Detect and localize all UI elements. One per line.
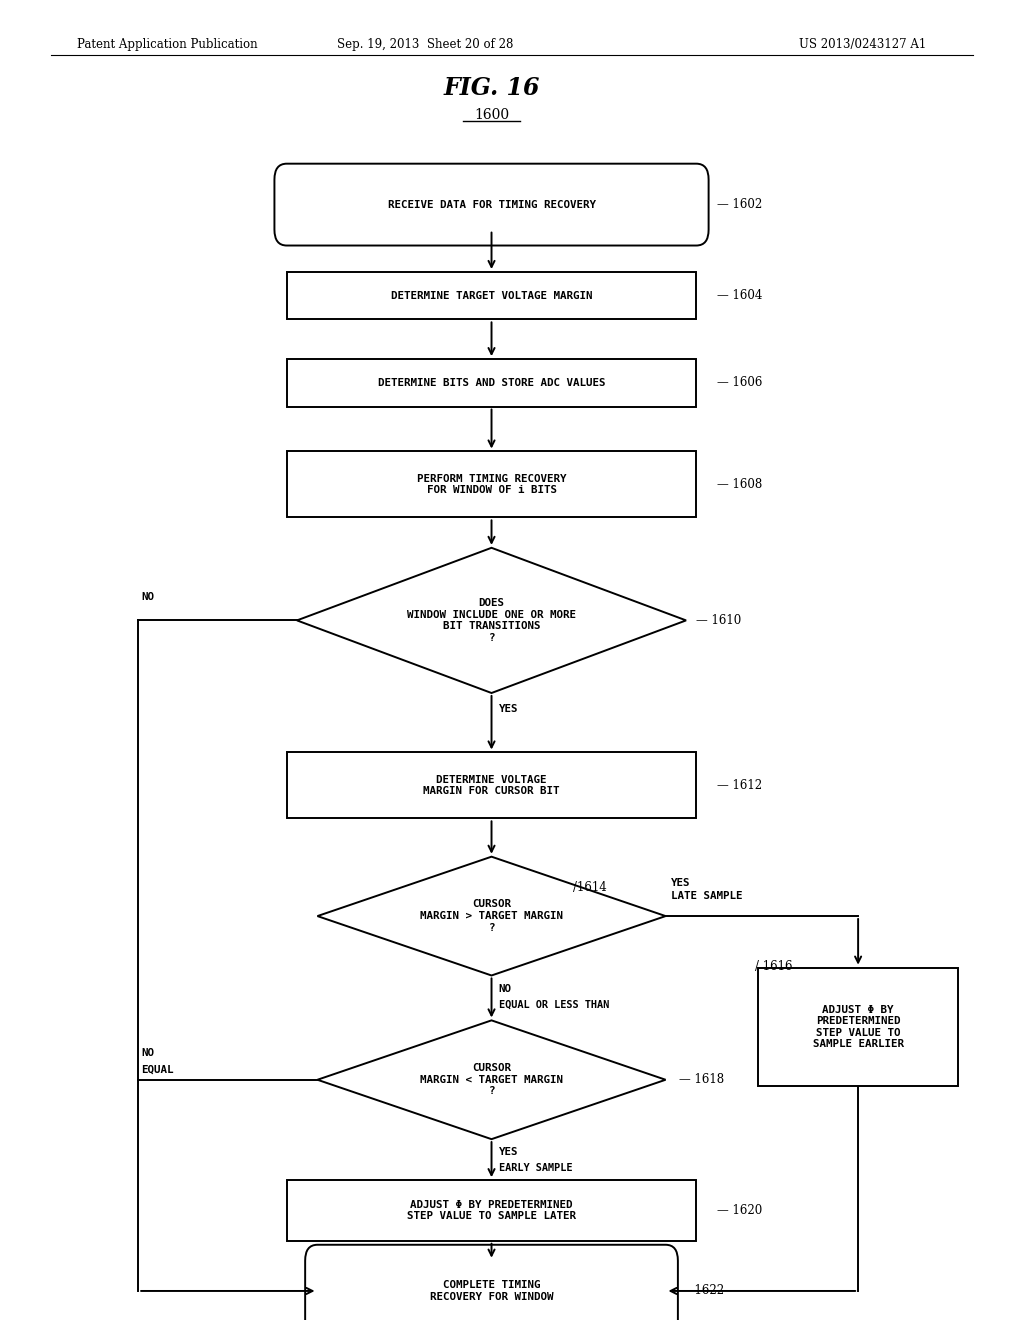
Text: EARLY SAMPLE: EARLY SAMPLE xyxy=(499,1163,572,1173)
Text: FIG. 16: FIG. 16 xyxy=(443,77,540,100)
Text: DETERMINE BITS AND STORE ADC VALUES: DETERMINE BITS AND STORE ADC VALUES xyxy=(378,378,605,388)
Text: DOES
WINDOW INCLUDE ONE OR MORE
BIT TRANSITIONS
?: DOES WINDOW INCLUDE ONE OR MORE BIT TRAN… xyxy=(407,598,577,643)
Text: /1614: /1614 xyxy=(573,880,607,894)
Polygon shape xyxy=(297,548,686,693)
Text: NO: NO xyxy=(499,983,512,994)
Text: / 1616: / 1616 xyxy=(755,960,793,973)
Polygon shape xyxy=(317,1020,666,1139)
Text: — 1620: — 1620 xyxy=(717,1204,762,1217)
Text: YES: YES xyxy=(499,1147,518,1158)
Text: — 1602: — 1602 xyxy=(717,198,762,211)
Text: US 2013/0243127 A1: US 2013/0243127 A1 xyxy=(799,38,926,51)
Text: NO: NO xyxy=(141,591,155,602)
Bar xyxy=(287,272,696,319)
Text: CURSOR
MARGIN > TARGET MARGIN
?: CURSOR MARGIN > TARGET MARGIN ? xyxy=(420,899,563,933)
Text: 1600: 1600 xyxy=(474,108,509,121)
Text: — 1622: — 1622 xyxy=(679,1284,724,1298)
Text: NO: NO xyxy=(141,1048,155,1059)
Text: DETERMINE VOLTAGE
MARGIN FOR CURSOR BIT: DETERMINE VOLTAGE MARGIN FOR CURSOR BIT xyxy=(423,775,560,796)
FancyBboxPatch shape xyxy=(274,164,709,246)
Text: — 1612: — 1612 xyxy=(717,779,762,792)
Polygon shape xyxy=(317,857,666,975)
Text: ADJUST Φ BY
PREDETERMINED
STEP VALUE TO
SAMPLE EARLIER: ADJUST Φ BY PREDETERMINED STEP VALUE TO … xyxy=(813,1005,903,1049)
Bar xyxy=(287,359,696,407)
Bar xyxy=(287,451,696,517)
Text: — 1618: — 1618 xyxy=(679,1073,724,1086)
Text: — 1608: — 1608 xyxy=(717,478,762,491)
Text: — 1610: — 1610 xyxy=(696,614,741,627)
Text: EQUAL OR LESS THAN: EQUAL OR LESS THAN xyxy=(499,999,609,1010)
Text: — 1604: — 1604 xyxy=(717,289,762,302)
Text: DETERMINE TARGET VOLTAGE MARGIN: DETERMINE TARGET VOLTAGE MARGIN xyxy=(391,290,592,301)
Bar xyxy=(287,1180,696,1241)
Text: YES: YES xyxy=(671,878,690,888)
Text: LATE SAMPLE: LATE SAMPLE xyxy=(671,891,742,902)
FancyBboxPatch shape xyxy=(305,1245,678,1320)
Text: RECEIVE DATA FOR TIMING RECOVERY: RECEIVE DATA FOR TIMING RECOVERY xyxy=(387,199,596,210)
Text: COMPLETE TIMING
RECOVERY FOR WINDOW: COMPLETE TIMING RECOVERY FOR WINDOW xyxy=(430,1280,553,1302)
Bar xyxy=(287,752,696,818)
Text: Sep. 19, 2013  Sheet 20 of 28: Sep. 19, 2013 Sheet 20 of 28 xyxy=(337,38,513,51)
Text: EQUAL: EQUAL xyxy=(141,1064,174,1074)
Text: ADJUST Φ BY PREDETERMINED
STEP VALUE TO SAMPLE LATER: ADJUST Φ BY PREDETERMINED STEP VALUE TO … xyxy=(407,1200,577,1221)
Text: Patent Application Publication: Patent Application Publication xyxy=(77,38,257,51)
Bar xyxy=(758,968,958,1086)
Text: — 1606: — 1606 xyxy=(717,376,762,389)
Text: PERFORM TIMING RECOVERY
FOR WINDOW OF i BITS: PERFORM TIMING RECOVERY FOR WINDOW OF i … xyxy=(417,474,566,495)
Text: CURSOR
MARGIN < TARGET MARGIN
?: CURSOR MARGIN < TARGET MARGIN ? xyxy=(420,1063,563,1097)
Text: YES: YES xyxy=(499,704,518,714)
